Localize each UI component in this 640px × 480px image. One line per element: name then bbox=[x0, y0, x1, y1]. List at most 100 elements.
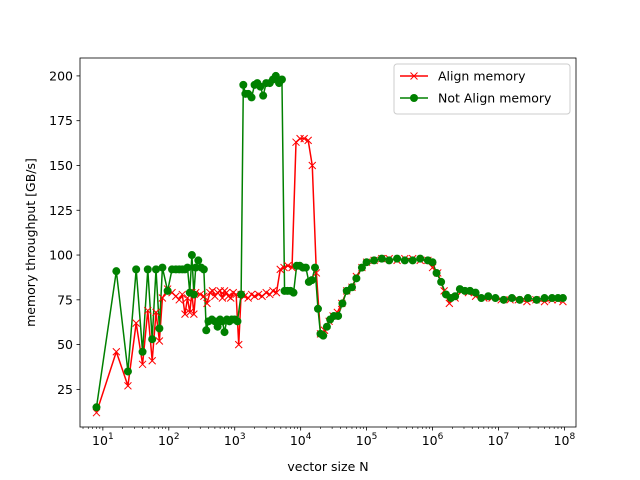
data-point-circle bbox=[370, 256, 379, 265]
data-point-x bbox=[280, 263, 288, 272]
data-point-circle bbox=[213, 322, 222, 331]
data-point-x bbox=[234, 340, 243, 349]
data-point-circle bbox=[189, 290, 198, 299]
data-point-x bbox=[262, 288, 271, 297]
data-point-circle bbox=[233, 317, 242, 326]
data-point-circle bbox=[247, 93, 256, 102]
x-tick-label: 107 bbox=[488, 432, 510, 448]
data-point-x bbox=[112, 347, 121, 356]
data-point-circle bbox=[220, 328, 229, 337]
legend-label-align: Align memory bbox=[438, 69, 526, 84]
legend-label-not-align: Not Align memory bbox=[438, 91, 552, 106]
data-point-circle bbox=[515, 295, 524, 304]
data-point-circle bbox=[558, 294, 567, 303]
data-point-x bbox=[226, 294, 235, 302]
data-point-x bbox=[284, 261, 292, 270]
x-tick-label: 101 bbox=[92, 432, 114, 448]
y-tick-label: 25 bbox=[57, 382, 73, 397]
y-tick-label: 150 bbox=[49, 158, 73, 173]
plot-data bbox=[92, 71, 567, 417]
x-axis-label: vector size N bbox=[287, 459, 368, 474]
x-tick-label: 103 bbox=[224, 432, 246, 448]
data-point-circle bbox=[491, 294, 500, 303]
data-point-circle bbox=[112, 267, 121, 276]
data-point-x bbox=[155, 337, 164, 345]
data-point-x bbox=[250, 292, 259, 301]
x-tick-label: 105 bbox=[356, 432, 378, 448]
data-point-circle bbox=[408, 256, 417, 265]
data-point-circle bbox=[191, 263, 200, 272]
data-point-x bbox=[196, 290, 205, 299]
data-point-circle bbox=[523, 294, 532, 303]
y-axis-ticks: 25 50 75 100 125 150 175 200 bbox=[49, 68, 80, 397]
y-tick-label: 75 bbox=[57, 292, 73, 307]
data-point-x bbox=[272, 288, 281, 297]
data-point-x bbox=[148, 356, 157, 365]
data-point-circle bbox=[313, 304, 322, 313]
data-point-circle bbox=[202, 326, 211, 335]
data-point-circle bbox=[362, 258, 371, 267]
data-point-circle bbox=[477, 294, 486, 303]
data-point-x bbox=[199, 292, 208, 301]
data-point-circle bbox=[148, 335, 157, 344]
data-point-circle bbox=[451, 292, 460, 301]
data-point-circle bbox=[143, 265, 152, 274]
x-tick-label: 106 bbox=[422, 432, 444, 448]
data-point-circle bbox=[289, 288, 298, 297]
y-tick-label: 100 bbox=[49, 248, 73, 263]
data-point-circle bbox=[301, 263, 310, 272]
data-point-x bbox=[208, 287, 217, 295]
data-point-circle bbox=[338, 299, 347, 308]
data-point-circle bbox=[187, 251, 196, 260]
data-point-circle bbox=[393, 254, 402, 263]
data-point-x bbox=[203, 299, 211, 308]
data-point-circle bbox=[352, 274, 361, 283]
data-point-circle bbox=[319, 331, 328, 340]
data-point-circle bbox=[92, 403, 101, 412]
legend-box bbox=[393, 63, 571, 115]
data-point-x bbox=[124, 381, 132, 390]
data-point-circle bbox=[548, 294, 557, 303]
plot-frame bbox=[79, 57, 577, 428]
data-point-x bbox=[175, 295, 184, 304]
data-point-x bbox=[152, 308, 160, 317]
data-point-circle bbox=[322, 322, 331, 331]
data-point-circle bbox=[428, 258, 437, 267]
x-tick-label: 102 bbox=[158, 432, 180, 448]
data-point-circle bbox=[199, 265, 208, 274]
data-point-circle bbox=[499, 295, 508, 304]
data-point-circle bbox=[271, 71, 280, 80]
data-point-x bbox=[304, 136, 313, 145]
data-point-circle bbox=[158, 263, 167, 272]
legend: Align memory Not Align memory bbox=[393, 63, 571, 115]
data-point-x bbox=[190, 310, 198, 319]
data-point-circle bbox=[194, 256, 203, 265]
data-point-circle bbox=[152, 265, 161, 274]
y-tick-label: 200 bbox=[49, 68, 73, 83]
data-point-circle bbox=[256, 82, 265, 91]
data-point-x bbox=[185, 308, 194, 317]
data-point-x bbox=[158, 294, 167, 302]
data-point-circle bbox=[540, 294, 549, 303]
data-point-circle bbox=[155, 324, 164, 333]
data-point-circle bbox=[471, 288, 480, 297]
data-point-x bbox=[138, 360, 147, 369]
data-point-circle bbox=[507, 294, 516, 303]
data-point-circle bbox=[138, 347, 147, 356]
legend-marker-x bbox=[410, 72, 418, 80]
data-point-circle bbox=[377, 254, 386, 263]
data-point-x bbox=[276, 265, 285, 274]
x-axis-ticks: 101 102 103 104 105 106 107 108 bbox=[82, 427, 575, 448]
data-point-circle bbox=[277, 75, 286, 84]
data-point-circle bbox=[334, 311, 343, 320]
data-point-x bbox=[181, 310, 189, 319]
data-point-x bbox=[300, 134, 309, 143]
data-point-x bbox=[308, 161, 317, 170]
data-point-circle bbox=[532, 295, 541, 304]
data-point-x bbox=[222, 288, 231, 297]
data-point-circle bbox=[183, 263, 192, 272]
data-point-x bbox=[143, 306, 152, 315]
data-point-circle bbox=[237, 290, 246, 299]
data-point-circle bbox=[259, 91, 268, 100]
data-point-circle bbox=[307, 276, 316, 285]
